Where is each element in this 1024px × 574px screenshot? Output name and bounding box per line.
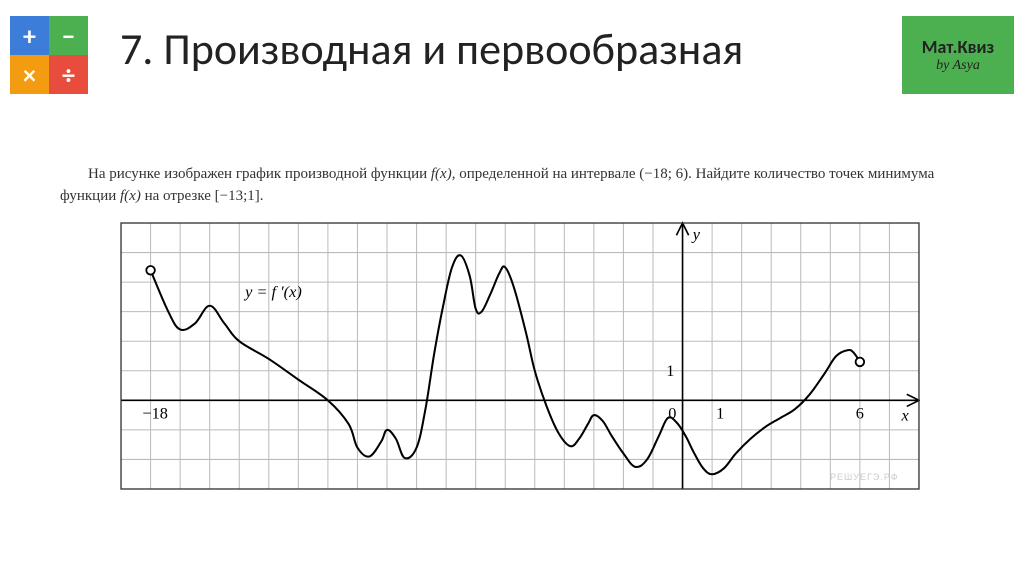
slide-title: 7. Производная и первообразная xyxy=(120,24,820,75)
problem-statement: На рисунке изображен график производной … xyxy=(60,164,980,208)
derivative-chart: −180161xyy = f ′(x) xyxy=(120,216,920,496)
watermark: РЕШУЕГЭ.РФ xyxy=(830,472,899,482)
problem-segment: [−13;1] xyxy=(215,188,260,204)
matkviz-logo-line2: by Asya xyxy=(936,58,980,74)
problem-fx-2: f(x) xyxy=(120,188,141,204)
math-ops-logo: + − × ÷ xyxy=(10,16,88,94)
svg-text:1: 1 xyxy=(666,361,674,380)
problem-fx-1: f(x) xyxy=(431,166,452,182)
problem-part-1: На рисунке изображен график производной … xyxy=(88,166,431,182)
problem-part-2: , определенной на интервале xyxy=(452,166,640,182)
multiply-icon: × xyxy=(10,55,49,94)
minus-icon: − xyxy=(49,16,88,55)
svg-text:y = f ′(x): y = f ′(x) xyxy=(243,282,302,301)
plus-icon: + xyxy=(10,16,49,55)
matkviz-logo: Мат.Квиз by Asya xyxy=(902,16,1014,94)
svg-text:6: 6 xyxy=(856,404,864,423)
problem-part-5: . xyxy=(260,188,264,204)
problem-part-4: на отрезке xyxy=(141,188,215,204)
divide-icon: ÷ xyxy=(49,55,88,94)
matkviz-logo-line1: Мат.Квиз xyxy=(922,36,994,58)
svg-text:1: 1 xyxy=(716,404,724,423)
svg-text:x: x xyxy=(901,406,910,425)
problem-interval: (−18; 6) xyxy=(639,166,688,182)
svg-text:−18: −18 xyxy=(142,404,168,423)
svg-text:y: y xyxy=(691,224,701,243)
